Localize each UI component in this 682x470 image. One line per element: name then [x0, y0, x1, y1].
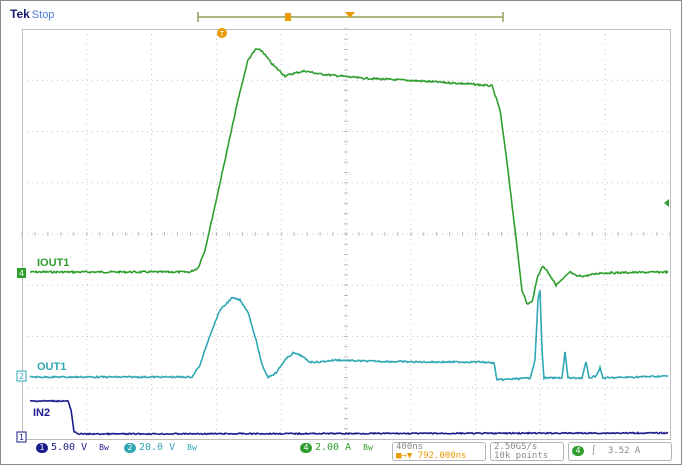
horizontal-readout[interactable]: 400ns ■→▼ 792.000ns	[392, 442, 486, 461]
trigger-position: 792.000ns	[417, 451, 467, 461]
ch4-scale: 2.00 A	[315, 442, 352, 453]
trigger-position-marker[interactable]: T	[217, 28, 227, 38]
ch4-scale-readout[interactable]: 4 2.00 A Bw	[300, 442, 373, 462]
in2-waveform	[29, 399, 669, 436]
ch1-bandwidth: Bw	[99, 443, 109, 452]
ch2-ground-marker[interactable]: 2	[16, 370, 27, 382]
out1-label: OUT1	[37, 361, 67, 373]
timebase: 400ns	[396, 442, 424, 452]
ch1-ground-marker[interactable]: 1	[16, 431, 27, 443]
ch4-badge: 4	[300, 442, 312, 453]
record-indicator	[197, 12, 504, 22]
trigger-slope-icon: ∫	[591, 446, 597, 456]
ch1-badge: 1	[36, 442, 48, 453]
ch4-ground-marker[interactable]: 4	[17, 268, 26, 278]
ch1-scale-readout[interactable]: 1 5.00 V Bw	[36, 442, 109, 462]
trigger-level: 3.52 A	[607, 446, 641, 456]
ch2-bandwidth: Bw	[187, 443, 197, 452]
trigger-position-readout: ■→▼ 792.000ns	[396, 452, 482, 461]
record-length: 10k points	[494, 451, 549, 461]
ch4-bandwidth: Bw	[363, 443, 373, 452]
trigger-channel-badge: 4	[572, 445, 584, 456]
ch2-scale-readout[interactable]: 2 20.0 V Bw	[124, 442, 197, 462]
ch2-scale: 20.0 V	[139, 442, 176, 453]
trigger-level-arrow[interactable]	[664, 199, 669, 207]
graticule-grid	[21, 28, 671, 440]
svg-text:1: 1	[19, 433, 24, 442]
out1-waveform	[29, 290, 669, 382]
iout1-waveform	[29, 47, 669, 306]
trigger-readout[interactable]: 4 ∫ 3.52 A	[568, 442, 672, 461]
acquisition-state: Stop	[31, 9, 55, 21]
svg-text:4: 4	[19, 269, 24, 278]
ch2-badge: 2	[124, 442, 136, 453]
svg-text:T: T	[219, 30, 225, 38]
scope-brand: Tek Stop	[10, 7, 54, 21]
sample-rate: 2.50GS/s	[494, 442, 538, 452]
brand-label: Tek	[10, 7, 30, 21]
ch1-scale: 5.00 V	[51, 442, 88, 453]
acquisition-readout[interactable]: 2.50GS/s 10k points	[490, 442, 564, 461]
trigger-delay-icon: ■→▼	[396, 451, 418, 461]
iout1-label: IOUT1	[37, 257, 70, 269]
in2-label: IN2	[33, 407, 51, 419]
svg-text:2: 2	[19, 372, 24, 381]
